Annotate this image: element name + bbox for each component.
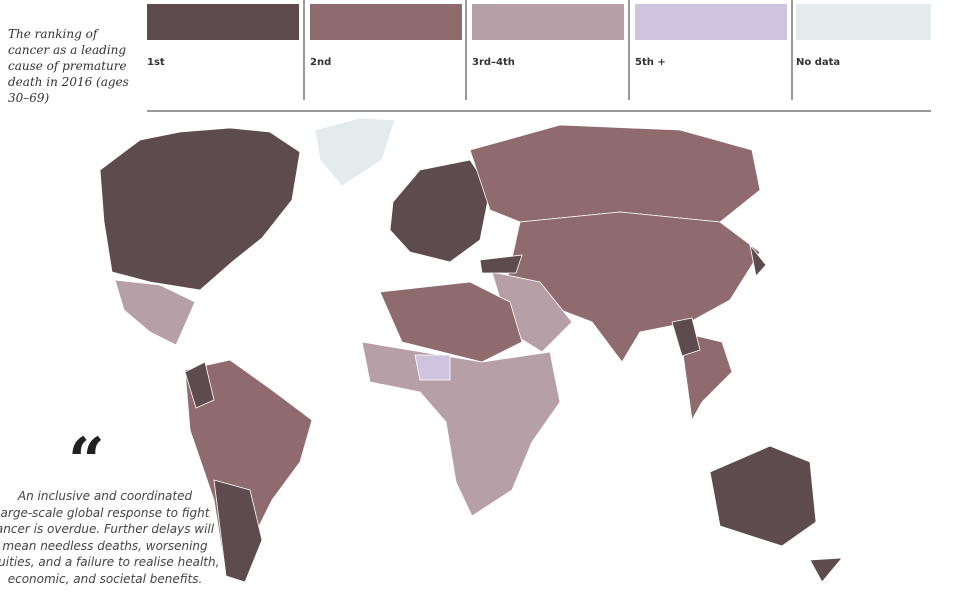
legend-swatch [472,4,624,40]
legend-label: 3rd–4th [472,57,515,68]
legend-label: 5th + [635,57,666,68]
quote-line: economic, and societal benefits. [7,571,203,586]
country-region [361,341,561,517]
country-region [379,281,523,363]
country-region [679,331,733,422]
legend-label: 2nd [310,57,332,68]
country-region [809,557,843,583]
country-region [184,361,215,409]
country-region [99,127,301,291]
country-region [709,445,817,547]
country-region [213,479,263,583]
quote-line: quities, and a failure to realise health… [0,555,220,569]
legend-swatch [310,4,462,40]
country-region [414,354,451,381]
legend-label: No data [796,57,841,68]
quote-mark: “ [68,424,105,499]
quote-line: An inclusive and coordinated [17,489,193,503]
country-region [749,244,767,277]
country-region [389,159,491,263]
legend-swatch [796,4,931,40]
quote-line: arge-scale global response to fight [0,505,210,520]
legend-swatch [635,4,787,40]
legend-swatch [147,4,299,40]
quote-line: ancer is overdue. Further delays will [0,522,215,536]
country-region [314,117,396,187]
country-region [114,279,196,346]
country-region [184,359,313,581]
title: The ranking of cancer as a leading cause… [8,27,129,105]
legend-label: 1st [147,57,165,68]
quote-line: mean needless deaths, worsening [2,538,208,553]
country-region [469,124,761,223]
country-region [479,254,523,274]
country-region [671,317,701,357]
quote: An inclusive and coordinated arge-scale g… [0,488,250,587]
